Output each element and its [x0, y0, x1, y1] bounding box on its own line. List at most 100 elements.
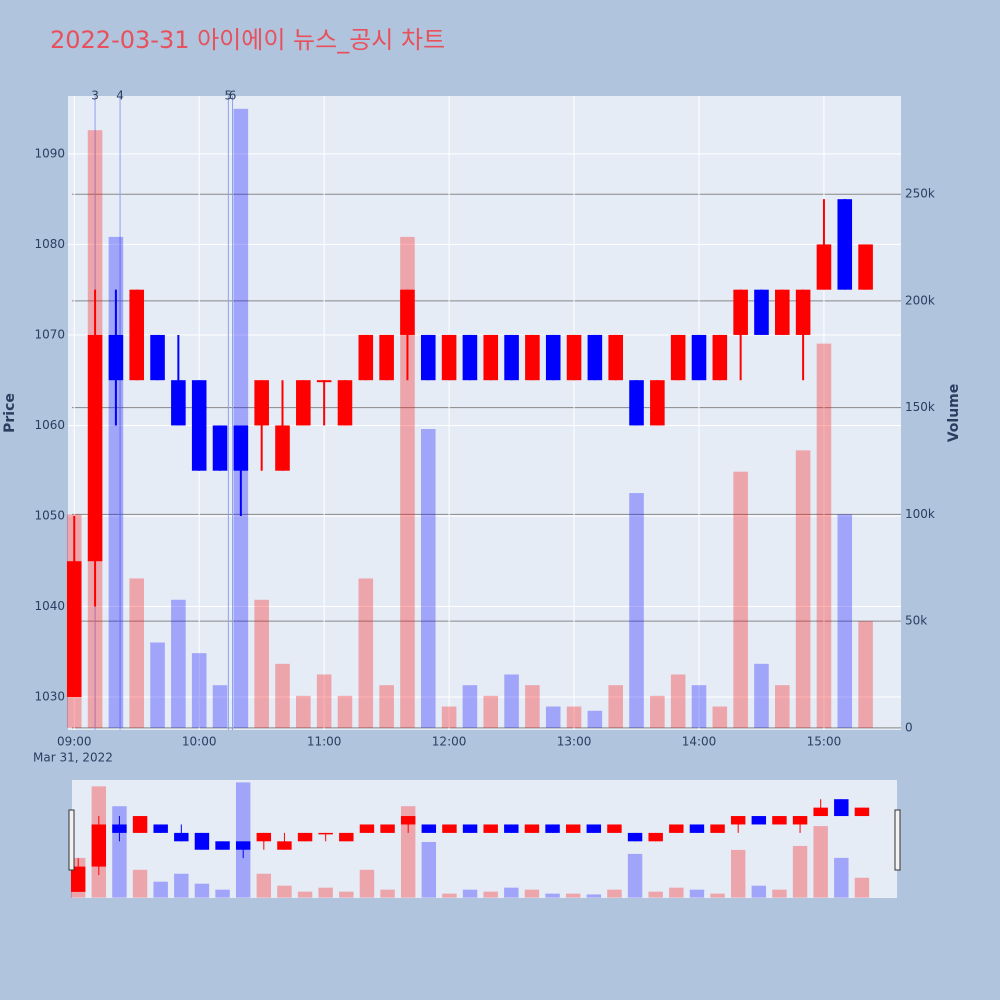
volume-bar — [608, 685, 623, 728]
slider-volume-bar — [854, 877, 870, 898]
volume-bar — [712, 706, 728, 728]
slider-candle-body — [132, 816, 148, 833]
candle-body — [754, 289, 769, 335]
volume-bar — [379, 685, 394, 728]
annotation-text: 4 — [116, 89, 124, 103]
volume-bar — [296, 695, 311, 728]
candle-body — [483, 334, 499, 381]
slider-volume-bar — [751, 885, 767, 898]
slider-candle-body — [297, 832, 313, 842]
slider-candle-body — [813, 807, 828, 817]
slider-volume-bar — [380, 889, 395, 898]
volume-bar — [358, 578, 374, 728]
candle-body — [400, 289, 415, 335]
slider-candle-body — [153, 824, 168, 833]
slider-volume-bar — [669, 887, 684, 898]
volume-bar — [191, 653, 207, 728]
slider-candle-body — [689, 824, 705, 833]
annotation-text: 3 — [91, 89, 99, 103]
slider-candle-body — [256, 832, 272, 842]
y-tick-label: 1080 — [34, 237, 65, 251]
candle-body — [129, 289, 145, 381]
slider-candle-body — [380, 824, 395, 833]
slider-volume-bar — [421, 841, 437, 898]
slider-candle-body — [772, 816, 787, 825]
y-tick-label: 1030 — [34, 689, 65, 703]
candle-body — [191, 380, 207, 471]
slider-candle-body — [710, 824, 725, 833]
volume-bar — [462, 685, 478, 728]
candle-body — [629, 380, 644, 426]
candle-body — [462, 334, 478, 381]
volume-bar — [171, 599, 186, 728]
candle-body — [441, 334, 457, 381]
slider-volume-bar — [648, 891, 663, 898]
volume-bar — [504, 674, 519, 728]
slider-handle[interactable] — [894, 809, 901, 871]
slider-candle-body — [627, 832, 643, 842]
slider-candle-body — [545, 824, 560, 833]
volume-bar — [545, 706, 561, 728]
volume-bar — [775, 685, 790, 728]
x-tick-label: 09:00 — [57, 735, 92, 749]
candle-body — [150, 334, 165, 381]
volume-bar — [337, 695, 353, 728]
slider-candle-body — [524, 824, 540, 833]
y-axis-title: Price — [2, 393, 18, 433]
volume-bar — [129, 578, 145, 728]
volume-bar — [483, 695, 499, 728]
slider-candle-body — [215, 841, 230, 850]
candle-body — [296, 380, 311, 426]
candle-body — [691, 334, 707, 381]
slider-candle-body — [194, 832, 210, 850]
y-tick-label: 1050 — [34, 508, 65, 522]
annotation-text: 5 — [225, 89, 233, 103]
slider-volume-bar — [442, 893, 457, 898]
slider-volume-bar — [586, 894, 602, 898]
range-slider[interactable] — [72, 780, 897, 898]
slider-candle-body — [730, 816, 746, 825]
volume-bar — [525, 685, 540, 728]
x-tick-label: 15:00 — [807, 735, 842, 749]
candle-body — [608, 334, 623, 381]
slider-candle-body — [586, 824, 602, 833]
candle-body — [212, 425, 228, 471]
slider-candle-body — [359, 824, 375, 833]
slider-candle-body — [792, 816, 808, 825]
slider-handle[interactable] — [68, 809, 75, 871]
candle-body — [233, 425, 249, 471]
slider-candle-body — [112, 824, 127, 833]
slider-volume-bar — [194, 883, 210, 898]
x-date-label: Mar 31, 2022 — [33, 751, 113, 765]
volume-bar — [275, 663, 290, 728]
volume-bar — [650, 695, 665, 728]
candle-body — [379, 334, 394, 381]
slider-candle-body — [565, 824, 581, 833]
slider-volume-bar — [462, 889, 478, 898]
slider-volume-bar — [834, 857, 849, 898]
y2-tick-label: 0 — [905, 720, 913, 734]
slider-candle-body — [339, 832, 354, 842]
candle-body — [358, 334, 374, 381]
y-tick-label: 1090 — [34, 146, 65, 160]
slider-candle-body — [318, 832, 333, 835]
y2-tick-label: 200k — [905, 293, 935, 307]
candle-body — [108, 334, 124, 381]
y2-tick-label: 150k — [905, 400, 935, 414]
candle-body — [504, 334, 519, 381]
volume-bar — [150, 642, 165, 728]
candle-body — [66, 561, 82, 697]
slider-volume-bar — [792, 845, 808, 898]
slider-volume-bar — [277, 885, 292, 898]
candle-body — [712, 334, 728, 381]
volume-bar — [400, 236, 415, 728]
slider-candle-body — [854, 807, 870, 817]
slider-candle-body — [91, 824, 107, 867]
volume-bar — [587, 710, 603, 728]
volume-bar — [795, 450, 811, 728]
volume-bar — [754, 663, 769, 728]
slider-volume-bar — [813, 826, 828, 898]
slider-candle-body — [751, 816, 767, 825]
slider-candle-body — [400, 816, 416, 825]
candle-body — [858, 244, 873, 290]
